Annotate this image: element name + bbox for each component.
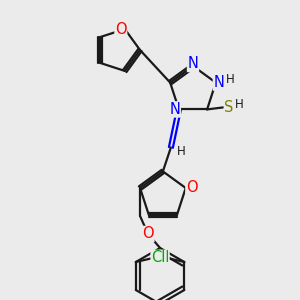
- Text: H: H: [235, 98, 244, 111]
- Text: H: H: [226, 73, 234, 86]
- Text: N: N: [213, 75, 224, 90]
- Text: H: H: [176, 145, 185, 158]
- Text: N: N: [169, 102, 180, 117]
- Text: S: S: [224, 100, 234, 115]
- Text: O: O: [186, 181, 197, 196]
- Text: N: N: [188, 56, 198, 71]
- Text: Cl: Cl: [154, 250, 169, 266]
- Text: O: O: [142, 226, 154, 242]
- Text: O: O: [115, 22, 127, 37]
- Text: Cl: Cl: [151, 250, 166, 266]
